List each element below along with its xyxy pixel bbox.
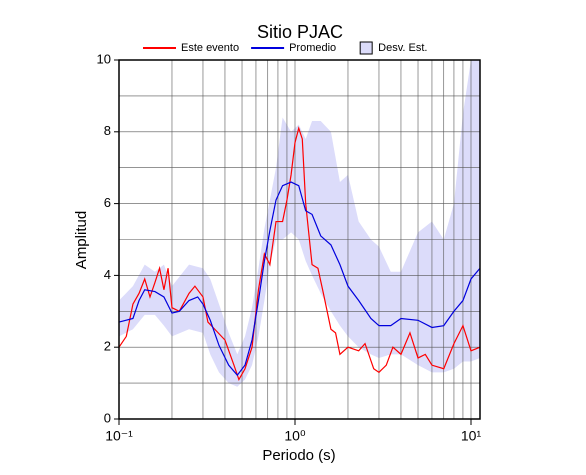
x-tick-label: 10¹ (461, 428, 482, 444)
std-band (119, 60, 480, 387)
y-tick-label: 10 (97, 51, 111, 66)
y-axis-label: Amplitud (73, 211, 90, 269)
y-tick-label: 6 (104, 195, 111, 210)
y-tick-label: 8 (104, 123, 111, 138)
legend-label: Promedio (289, 42, 336, 54)
x-tick-label: 10⁻¹ (105, 428, 133, 444)
y-tick-label: 0 (104, 410, 111, 425)
legend-swatch (359, 41, 373, 55)
series-line (118, 126, 481, 381)
y-tick-label: 4 (104, 267, 111, 282)
series-line (118, 181, 481, 377)
y-tick-label: 2 (104, 339, 111, 354)
x-axis-label: Periodo (s) (262, 447, 335, 464)
x-tick-label: 10⁰ (284, 428, 306, 444)
legend-label: Desv. Est. (378, 42, 427, 54)
legend-label: Este evento (181, 42, 239, 54)
plot-frame (118, 59, 481, 420)
chart-title: Sitio PJAC (257, 22, 343, 42)
